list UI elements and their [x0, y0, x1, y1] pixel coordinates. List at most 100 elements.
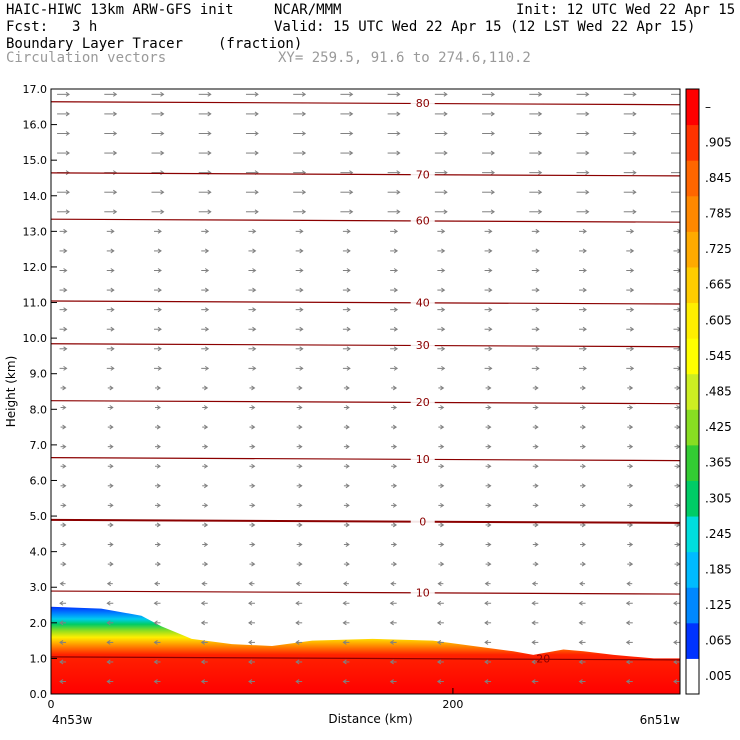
vector-arrow-head	[628, 463, 634, 469]
vector-arrow-head	[581, 522, 586, 528]
vector-arrow-head	[626, 581, 631, 587]
vector-arrow-head	[673, 639, 678, 645]
vector-arrow-head	[677, 287, 680, 293]
vector-arrow-head	[62, 424, 67, 430]
temperature-contour	[51, 518, 680, 524]
vector-arrow-head	[207, 209, 212, 215]
vector-arrow-head	[625, 639, 631, 645]
contour-label: 20	[416, 396, 430, 409]
vector-arrow-head	[59, 600, 64, 606]
vector-arrow-head	[578, 600, 583, 606]
vector-arrow-head	[345, 561, 350, 567]
vector-arrow-head	[538, 111, 543, 117]
vector-arrow-head	[160, 189, 165, 195]
vector-arrow-head	[628, 502, 634, 508]
vector-arrow-head	[676, 542, 680, 547]
valid-time: Valid: 15 UTC Wed 22 Apr 15 (12 LST Wed …	[274, 19, 696, 35]
colorbar-swatch	[686, 89, 699, 126]
vector-arrow-head	[440, 542, 445, 547]
vector-arrow-head	[673, 581, 678, 587]
vector-arrow-head	[207, 131, 212, 136]
vector-arrow-head	[251, 502, 256, 508]
vector-arrow-head	[295, 620, 300, 626]
vector-arrow-head	[389, 659, 394, 665]
y-tick-label: 4.0	[30, 546, 48, 559]
vector-arrow-head	[160, 209, 165, 215]
vector-arrow-head	[157, 346, 162, 352]
colorbar-label: .905	[705, 135, 732, 149]
y-tick-label: 11.0	[23, 297, 48, 310]
vector-arrow-head	[62, 502, 67, 508]
temperature-contour	[51, 218, 680, 223]
vector-arrow-head	[436, 639, 442, 645]
fcst-value: 3 h	[72, 19, 98, 35]
vector-arrow-head	[251, 542, 256, 547]
vector-arrow-head	[677, 326, 680, 332]
vector-arrow-head	[299, 346, 304, 352]
vector-arrow-head	[389, 679, 394, 684]
vector-arrow-head	[531, 639, 536, 645]
vector-arrow-head	[582, 326, 587, 332]
vector-arrow-head	[487, 463, 492, 469]
vector-arrow-head	[677, 248, 680, 254]
vector-arrow-head	[156, 385, 161, 391]
colorbar-label: .545	[705, 349, 732, 363]
vector-arrow-head	[392, 424, 398, 430]
vector-arrow-head	[629, 268, 635, 273]
vector-arrow-head	[535, 248, 540, 254]
vector-arrow-head	[299, 248, 304, 254]
vector-arrow-head	[441, 228, 446, 234]
vector-arrow-head	[200, 659, 206, 665]
vector-arrow-head	[203, 444, 209, 450]
vector-arrow-head	[298, 483, 303, 489]
contour-label-bg	[410, 514, 435, 528]
model-title: HAIC-HIWC 13km ARW-GFS init	[6, 2, 234, 18]
vector-arrow-head	[581, 483, 586, 489]
vector-arrow-head	[487, 385, 492, 391]
vector-arrow-head	[251, 463, 256, 469]
vector-arrow-head	[248, 639, 253, 645]
vector-arrow-head	[632, 131, 637, 136]
vector-arrow-head	[251, 522, 256, 528]
vector-arrow-head	[201, 581, 206, 587]
colorbar-frame	[685, 88, 700, 695]
vector-arrow-head	[248, 600, 253, 606]
vector-arrow-head	[160, 150, 165, 156]
contour-label: 0	[419, 515, 426, 528]
vector-arrow-head	[345, 463, 350, 469]
colorbar-swatch	[686, 160, 699, 197]
vector-arrow-head	[490, 189, 495, 195]
vector-arrow-head	[488, 287, 493, 293]
vector-arrow-head	[632, 189, 637, 195]
vector-arrow-head	[581, 444, 586, 450]
vector-arrow-head	[628, 483, 634, 489]
vector-arrow-head	[346, 346, 351, 352]
vector-arrow-head	[582, 346, 587, 352]
vector-arrow-head	[440, 561, 445, 567]
vector-arrow-head	[59, 659, 64, 665]
vector-arrow-head	[531, 600, 536, 606]
vector-arrow-head	[153, 679, 158, 684]
colorbar-label: .365	[705, 456, 732, 470]
vector-arrow-head	[299, 287, 304, 293]
vector-arrow-head	[109, 424, 114, 430]
temperature-contour	[51, 343, 680, 348]
vector-arrow-head	[538, 150, 543, 156]
vector-arrow-head	[579, 581, 584, 587]
org-label: NCAR/MMM	[274, 2, 342, 18]
vector-arrow-head	[628, 561, 634, 567]
x-tick-label: 200	[442, 698, 463, 711]
vector-arrow-head	[342, 679, 347, 684]
y-tick-label: 0.0	[30, 688, 48, 701]
overlay-name: Circulation vectors	[6, 50, 167, 66]
xy-range: XY= 259.5, 91.6 to 274.6,110.2	[278, 50, 531, 66]
vector-arrow-head	[109, 405, 114, 410]
colorbar-swatch	[686, 622, 699, 659]
temperature-contour	[51, 172, 680, 177]
vector-arrow-head	[393, 268, 399, 273]
vector-arrow-head	[581, 463, 586, 469]
vector-arrow-head	[346, 287, 351, 293]
y-tick-label: 14.0	[23, 190, 48, 203]
vector-arrow-head	[110, 248, 115, 254]
vector-arrow-head	[676, 561, 680, 567]
